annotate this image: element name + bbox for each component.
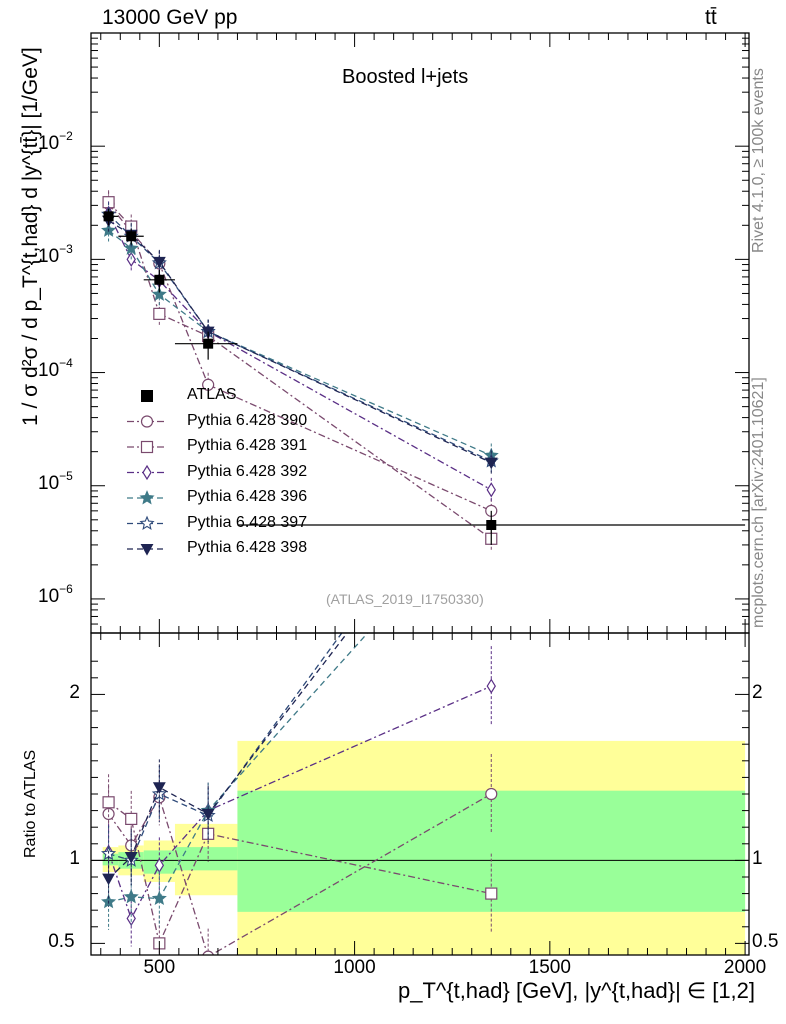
y-tick-label: 10−4 bbox=[38, 356, 73, 382]
legend-entry-label: Pythia 6.428 396 bbox=[187, 488, 308, 505]
series-main-6 bbox=[102, 208, 498, 475]
y-tick-base: 10 bbox=[38, 246, 60, 268]
series-ratio-6 bbox=[102, 633, 348, 907]
marker-circle bbox=[485, 787, 498, 801]
ratio-tick-label-left: 0.5 bbox=[48, 931, 75, 953]
ratio-tick-label-left: 1 bbox=[69, 848, 80, 870]
marker-square bbox=[140, 440, 154, 454]
ratio-line bbox=[108, 633, 348, 880]
band-inner bbox=[102, 853, 119, 866]
marker-triangle bbox=[484, 457, 498, 470]
marker-star bbox=[139, 515, 155, 530]
marker-star bbox=[151, 890, 167, 905]
marker-triangle bbox=[102, 873, 116, 886]
x-axis-label: p_T^{t,had} [GeV], |y^{t,had}| ∈ [1,2] bbox=[398, 978, 756, 1003]
band-inner bbox=[174, 847, 238, 871]
marker-circle bbox=[202, 378, 215, 391]
y-tick-label: 10−5 bbox=[38, 469, 73, 495]
y-tick-exponent: −4 bbox=[59, 355, 73, 370]
marker-circle bbox=[202, 950, 215, 955]
chart-title: Boosted l+jets bbox=[342, 66, 469, 88]
y-tick-label: 10−3 bbox=[38, 242, 73, 268]
atlas-point bbox=[103, 211, 114, 222]
series-main-4 bbox=[101, 218, 499, 468]
marker-star bbox=[139, 490, 155, 505]
ratio-tick-label-right: 0.5 bbox=[752, 931, 779, 953]
y-tick-label: 10−2 bbox=[38, 129, 73, 155]
marker-triangle bbox=[201, 808, 215, 821]
x-tick-label: 500 bbox=[143, 957, 176, 978]
marker-square bbox=[125, 812, 138, 825]
series-main-3 bbox=[103, 201, 496, 502]
marker-triangle bbox=[140, 543, 154, 556]
y-tick-base: 10 bbox=[38, 359, 60, 381]
marker-square bbox=[153, 307, 166, 320]
y-tick-exponent: −5 bbox=[59, 468, 73, 483]
header-energy-label: 13000 GeV pp bbox=[102, 6, 238, 29]
atlas-data bbox=[102, 208, 746, 545]
marker-diamond bbox=[126, 910, 136, 927]
atlas-point bbox=[203, 338, 214, 349]
legend-entry-label: Pythia 6.428 392 bbox=[187, 462, 308, 480]
marker-triangle bbox=[152, 782, 166, 795]
marker-diamond bbox=[486, 482, 496, 498]
marker-square bbox=[485, 887, 498, 900]
header-process-label: tt̄ bbox=[705, 6, 717, 29]
legend-entry-label: ATLAS bbox=[187, 386, 237, 403]
ratio-tick-label-right: 1 bbox=[752, 848, 763, 870]
rivet-version-label: Rivet 4.1.0, ≥ 100k events bbox=[750, 68, 767, 253]
x-tick-label: 2000 bbox=[723, 957, 767, 978]
marker-star bbox=[485, 422, 497, 434]
analysis-watermark: (ATLAS_2019_I1750330) bbox=[326, 591, 484, 607]
legend-entry-label: Pythia 6.428 398 bbox=[187, 539, 308, 556]
marker-star bbox=[123, 888, 139, 904]
x-tick-label: 1000 bbox=[333, 957, 376, 978]
legend-markers bbox=[127, 390, 167, 556]
ratio-tick-label-left: 2 bbox=[69, 682, 80, 704]
atlas-point bbox=[486, 519, 497, 530]
legend-atlas-marker bbox=[141, 390, 153, 402]
ratio-y-axis-label: Ratio to ATLAS bbox=[22, 749, 39, 858]
y-tick-exponent: −3 bbox=[59, 242, 73, 257]
y-tick-base: 10 bbox=[38, 133, 60, 155]
marker-star bbox=[151, 286, 167, 301]
y-tick-base: 10 bbox=[38, 472, 60, 494]
legend-entry-label: Pythia 6.428 391 bbox=[187, 437, 308, 454]
marker-star bbox=[123, 240, 139, 255]
marker-triangle bbox=[124, 852, 138, 864]
atlas-point bbox=[126, 231, 137, 242]
marker-diamond bbox=[486, 678, 496, 694]
legend-entry-label: Pythia 6.428 390 bbox=[187, 411, 308, 429]
axis-ticks bbox=[91, 32, 749, 955]
y-tick-exponent: −6 bbox=[59, 581, 73, 596]
y-tick-label: 10−6 bbox=[38, 582, 73, 608]
atlas-point bbox=[154, 274, 165, 285]
marker-diamond bbox=[142, 464, 152, 481]
y-tick-base: 10 bbox=[38, 585, 60, 607]
x-tick-label: 1500 bbox=[528, 957, 571, 978]
marker-circle bbox=[140, 415, 154, 428]
legend-entry-label: Pythia 6.428 397 bbox=[187, 513, 308, 531]
mcplots-source-label: mcplots.cern.ch [arXiv:2401.10621] bbox=[750, 377, 767, 628]
marker-triangle bbox=[152, 256, 166, 269]
y-tick-exponent: −2 bbox=[59, 129, 73, 144]
marker-square bbox=[102, 796, 115, 809]
ratio-tick-label-right: 2 bbox=[752, 682, 763, 704]
